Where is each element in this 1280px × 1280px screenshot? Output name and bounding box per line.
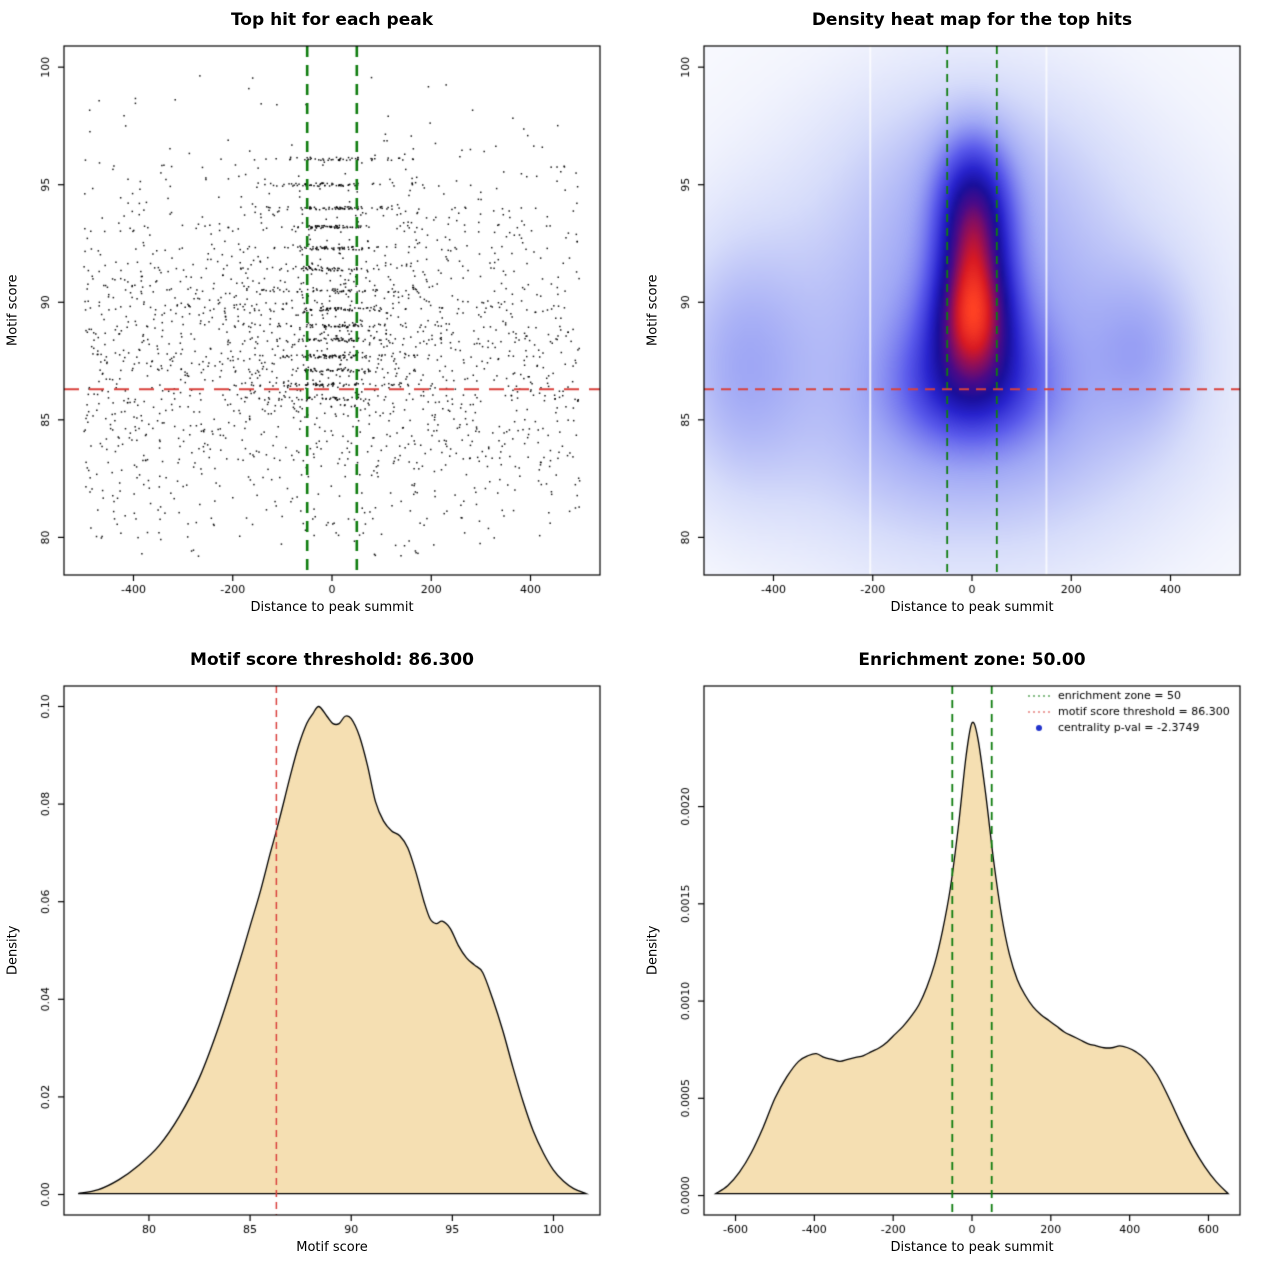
panel-enrichment-zone-density: Enrichment zone: 50.00 Distance to peak … [640,640,1280,1280]
panel-density-heatmap: Density heat map for the top hits Distan… [640,0,1280,640]
distance-density-y-axis-label: Density [645,925,661,976]
panel-motif-score-density: Motif score threshold: 86.300 Motif scor… [0,640,640,1280]
heatmap-y-axis-label: Motif score [645,274,661,347]
scatter-title: Top hit for each peak [230,10,434,30]
score-density-title: Motif score threshold: 86.300 [190,650,474,670]
scatter-y-axis-label: Motif score [5,274,21,347]
heatmap-x-axis-label: Distance to peak summit [890,600,1054,615]
panel-scatter-top-hits: Top hit for each peak Distance to peak s… [0,0,640,640]
score-density-plot-canvas [0,640,640,1280]
heatmap-title: Density heat map for the top hits [811,10,1133,30]
heatmap-plot-canvas [640,0,1280,640]
score-density-y-axis-label: Density [5,925,21,976]
enrichment-zone-title: Enrichment zone: 50.00 [858,650,1086,670]
distance-density-x-axis-label: Distance to peak summit [890,1240,1054,1255]
distance-density-plot-canvas [640,640,1280,1280]
scatter-x-axis-label: Distance to peak summit [250,600,414,615]
scatter-plot-canvas [0,0,640,640]
score-density-x-axis-label: Motif score [296,1240,368,1255]
